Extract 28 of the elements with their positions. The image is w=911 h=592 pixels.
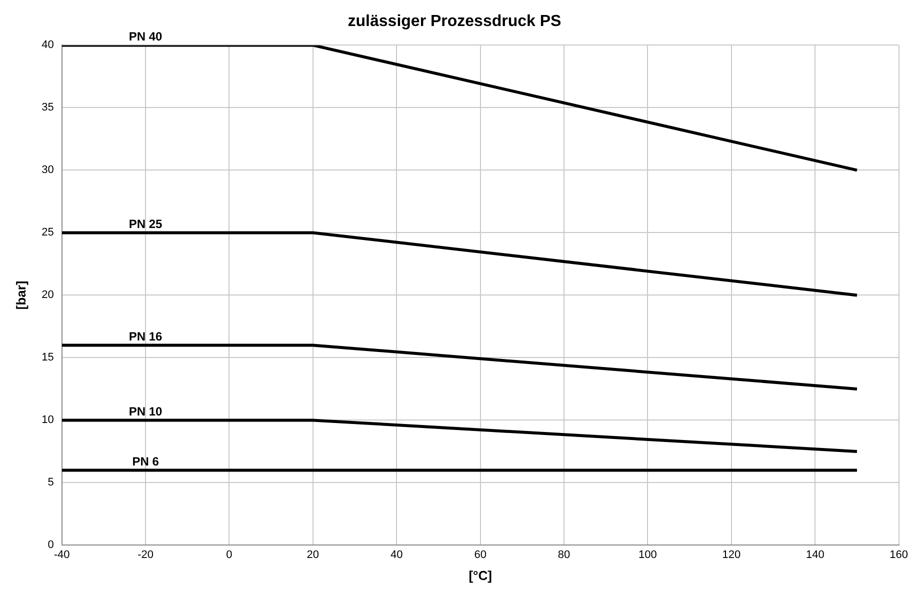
x-tick-label: -20 <box>138 548 154 561</box>
y-axis-title: [bar] <box>13 280 28 310</box>
x-tick-label: 60 <box>474 548 486 561</box>
y-tick-label: 5 <box>48 476 54 489</box>
y-tick-label: 25 <box>42 226 54 239</box>
y-tick-label: 40 <box>42 39 54 52</box>
x-tick-label: 80 <box>558 548 570 561</box>
x-tick-label: 40 <box>390 548 403 561</box>
series-label: PN 16 <box>128 330 163 344</box>
x-tick-label: 20 <box>306 548 320 561</box>
series-label: PN 6 <box>132 454 160 469</box>
series-label: PN 40 <box>128 30 163 44</box>
y-tick-label: 30 <box>42 164 54 176</box>
chart-title: zulässiger Prozessdruck PS <box>348 13 562 30</box>
x-tick-label: 120 <box>722 548 741 561</box>
series-label: PN 25 <box>128 217 163 232</box>
series-label: PN 10 <box>128 404 163 419</box>
y-tick-label: 35 <box>42 102 54 114</box>
x-tick-label: 140 <box>806 548 824 561</box>
x-tick-label: 100 <box>638 548 657 561</box>
y-tick-label: 0 <box>48 539 54 552</box>
x-tick-label: 160 <box>890 548 908 561</box>
x-tick-label: 0 <box>226 548 232 561</box>
y-tick-label: 15 <box>42 352 54 364</box>
x-tick-label: -40 <box>54 548 70 561</box>
x-axis-title: [°C] <box>468 568 492 583</box>
y-tick-label: 20 <box>42 289 54 302</box>
y-tick-label: 10 <box>42 414 54 426</box>
